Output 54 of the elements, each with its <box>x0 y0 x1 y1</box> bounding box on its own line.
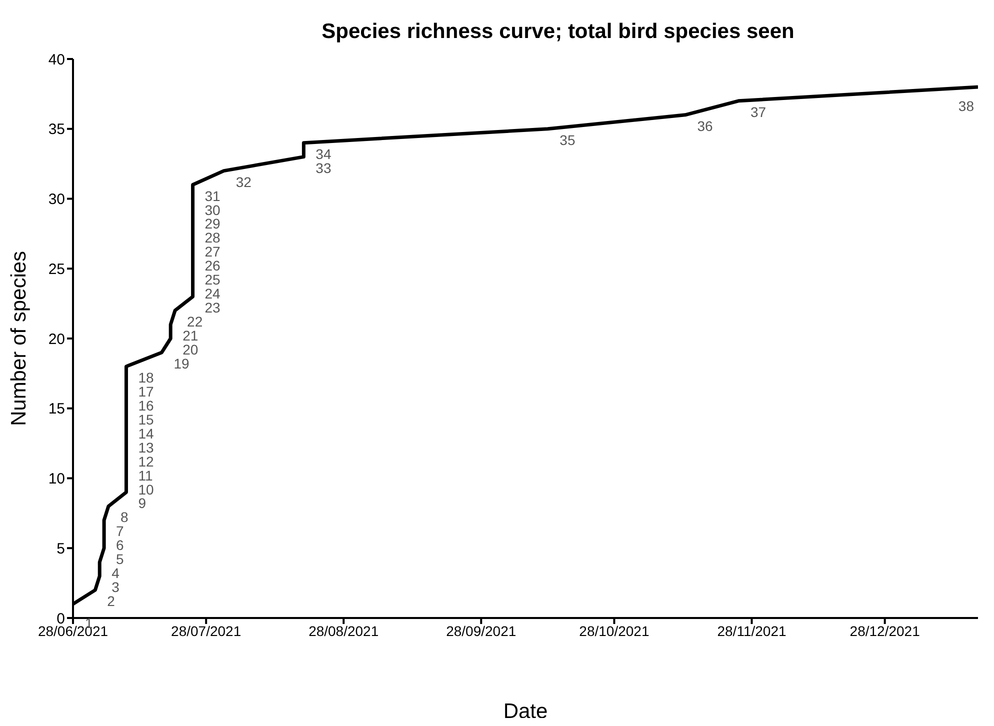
data-label: 34 <box>316 146 332 162</box>
x-tick-label: 28/07/2021 <box>171 622 242 639</box>
y-tick-label: 30 <box>48 191 65 208</box>
x-tick-label: 28/11/2021 <box>717 622 786 639</box>
x-axis-title: Date <box>503 700 548 723</box>
data-label: 29 <box>204 216 221 232</box>
data-label: 32 <box>236 174 252 190</box>
y-tick-label: 20 <box>48 330 65 348</box>
data-label: 11 <box>138 467 153 484</box>
data-label: 20 <box>182 342 198 358</box>
y-tick-label: 10 <box>48 470 65 488</box>
data-label: 36 <box>697 118 713 134</box>
data-label: 3 <box>112 579 120 596</box>
y-tick-label: 40 <box>48 51 65 68</box>
data-label: 33 <box>316 160 332 176</box>
y-tick-label: 35 <box>48 121 65 138</box>
data-label: 19 <box>174 355 190 372</box>
data-label: 4 <box>112 565 120 582</box>
data-label: 31 <box>204 188 221 204</box>
data-label: 30 <box>204 202 221 218</box>
y-tick-label: 5 <box>56 540 65 558</box>
data-label: 24 <box>204 286 221 302</box>
data-label: 22 <box>187 314 203 330</box>
data-label: 15 <box>138 411 154 428</box>
data-label: 2 <box>107 593 116 610</box>
y-tick-label: 25 <box>48 260 65 278</box>
data-label: 38 <box>958 98 974 114</box>
data-label: 7 <box>116 523 124 540</box>
x-tick-label: 28/12/2021 <box>850 622 920 639</box>
data-label: 17 <box>138 383 154 400</box>
data-label: 14 <box>138 425 154 442</box>
data-label: 8 <box>120 509 128 526</box>
data-label: 10 <box>138 481 154 498</box>
data-label: 25 <box>204 272 221 288</box>
data-label: 13 <box>138 439 154 456</box>
y-axis-title: Number of species <box>7 250 30 426</box>
data-label: 5 <box>116 551 124 568</box>
data-label: 21 <box>182 328 198 344</box>
x-tick-label: 28/09/2021 <box>446 622 516 639</box>
data-label: 26 <box>204 258 221 274</box>
data-label: 23 <box>204 300 221 316</box>
data-label: 18 <box>138 369 154 386</box>
data-label: 27 <box>204 244 221 260</box>
chart-title: Species richness curve; total bird species seen <box>320 20 796 44</box>
data-label: 12 <box>138 453 154 470</box>
data-label: 35 <box>560 132 576 148</box>
data-label: 9 <box>138 495 146 512</box>
data-label: 6 <box>116 537 124 554</box>
data-label: 16 <box>138 397 154 414</box>
y-tick-label: 15 <box>48 400 65 418</box>
data-label: 28 <box>204 230 221 246</box>
x-tick-label: 28/08/2021 <box>308 622 379 639</box>
data-label: 37 <box>750 104 766 120</box>
x-tick-label: 28/10/2021 <box>579 622 650 639</box>
